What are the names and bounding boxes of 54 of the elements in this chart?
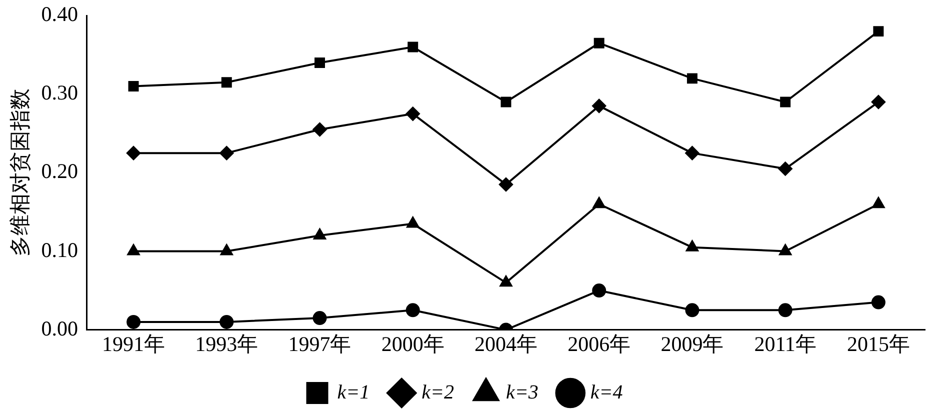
point xyxy=(779,244,792,256)
y-tick-label: 0.20 xyxy=(41,159,78,184)
point xyxy=(500,276,512,287)
y-axis-title: 多维相对贫困指数 xyxy=(8,88,32,257)
point xyxy=(872,197,885,208)
y-tick-label: 0.30 xyxy=(41,80,78,105)
point xyxy=(592,284,606,298)
point xyxy=(408,42,418,52)
point xyxy=(220,244,233,256)
x-tick-label: 2011年 xyxy=(754,332,816,356)
x-tick-label: 2004年 xyxy=(474,332,538,356)
x-tick-label: 1997年 xyxy=(288,332,352,356)
point xyxy=(686,240,698,252)
point xyxy=(128,81,139,92)
y-tick-label: 0.40 xyxy=(41,2,78,26)
legend-label: k=1 xyxy=(337,381,370,404)
legend-label: k=3 xyxy=(506,381,538,404)
point xyxy=(871,295,886,310)
point xyxy=(780,96,791,108)
x-tick-label: 2000年 xyxy=(381,332,444,356)
point xyxy=(312,122,327,136)
point xyxy=(127,244,140,256)
point xyxy=(126,146,141,160)
x-tick-label: 2015年 xyxy=(846,332,910,356)
point xyxy=(871,95,886,110)
point xyxy=(592,197,606,208)
point xyxy=(500,96,512,108)
point xyxy=(220,314,234,329)
y-tick-label: 0.00 xyxy=(41,316,78,340)
point xyxy=(594,38,604,48)
point xyxy=(778,162,792,176)
point xyxy=(873,26,884,37)
point xyxy=(220,146,234,160)
point xyxy=(406,216,420,228)
x-tick-label: 2006年 xyxy=(568,332,631,356)
point xyxy=(685,146,700,160)
point xyxy=(406,303,420,318)
x-tick-label: 1993年 xyxy=(195,332,258,356)
point xyxy=(314,228,326,240)
point xyxy=(314,57,325,68)
legend-label: k=4 xyxy=(590,381,623,404)
legend-label: k=2 xyxy=(422,381,454,404)
point xyxy=(126,314,141,329)
point xyxy=(685,303,700,318)
point xyxy=(312,311,327,326)
x-tick-label: 1991年 xyxy=(102,332,166,356)
point xyxy=(592,98,606,113)
point xyxy=(498,177,513,192)
point xyxy=(686,73,698,84)
x-tick-label: 2009年 xyxy=(660,332,724,356)
point xyxy=(406,106,420,121)
y-tick-label: 0.10 xyxy=(41,238,78,262)
point xyxy=(778,303,792,318)
point xyxy=(221,77,232,88)
